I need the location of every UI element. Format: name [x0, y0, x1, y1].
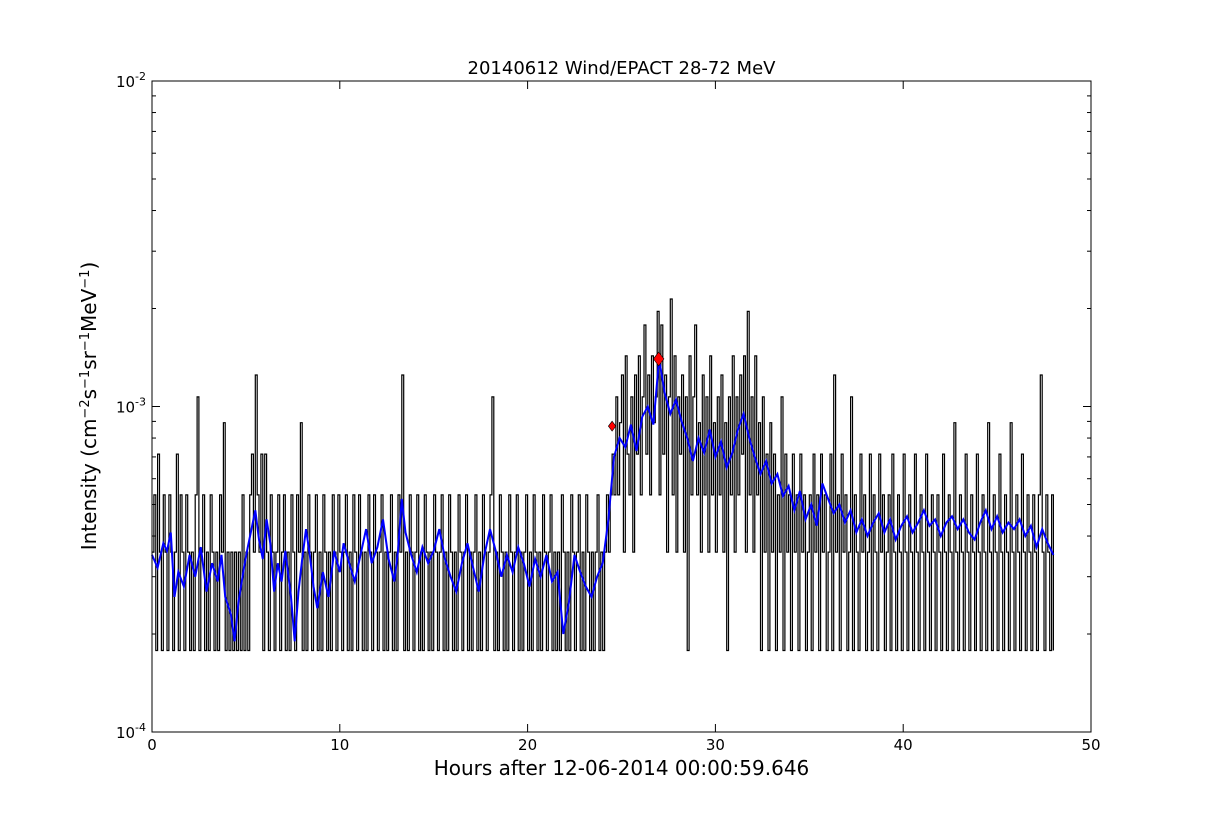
- x-tick-label: 0: [147, 736, 157, 754]
- series-layer: [151, 298, 1055, 652]
- y-axis-label: Intensity (cm−2s−1sr−1MeV−1): [77, 262, 101, 551]
- peak-marker-2: [653, 351, 665, 367]
- x-tick-label: 50: [1081, 736, 1100, 754]
- x-tick-label: 10: [330, 736, 349, 754]
- x-tick-label: 20: [518, 736, 537, 754]
- x-tick-label: 30: [706, 736, 725, 754]
- series-line-smoothed: [151, 358, 1055, 642]
- series-line-raw: [152, 298, 1054, 652]
- x-tick-label: 40: [894, 736, 913, 754]
- axes-layer: 0 10 20 30 40 50 10-4 10-3 10-2: [116, 70, 1101, 754]
- y-tick-label: 10-2: [116, 70, 146, 91]
- peak-marker-1: [607, 420, 617, 432]
- chart-title: 20140612 Wind/EPACT 28-72 MeV: [468, 58, 777, 79]
- x-axis-label: Hours after 12-06-2014 00:00:59.646: [434, 756, 810, 780]
- y-tick-label: 10-3: [116, 396, 146, 417]
- marker-layer: [607, 351, 665, 432]
- y-tick-label: 10-4: [116, 721, 146, 742]
